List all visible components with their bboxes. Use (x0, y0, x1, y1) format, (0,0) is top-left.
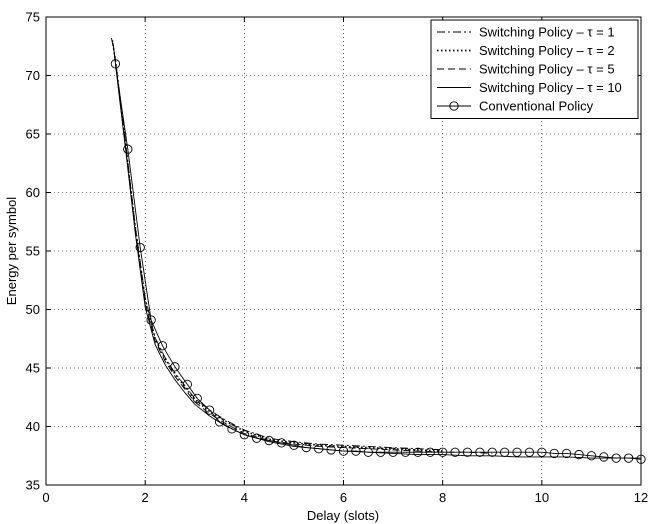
series-marker (301, 442, 311, 453)
series-marker (499, 447, 510, 457)
y-tick-label: 40 (26, 419, 40, 434)
legend-label: Switching Policy – τ = 10 (479, 80, 622, 95)
series-marker (388, 447, 398, 457)
y-axis-label: Energy per symbol (4, 197, 19, 305)
series-marker (264, 435, 274, 446)
series-marker (123, 144, 133, 154)
series-marker (252, 433, 262, 443)
x-tick-label: 12 (634, 490, 648, 505)
series-marker (561, 448, 572, 459)
x-tick-label: 2 (142, 490, 149, 505)
series-marker (438, 447, 448, 457)
series-marker (276, 438, 287, 448)
series-line (111, 38, 443, 451)
x-tick-label: 0 (42, 490, 49, 505)
y-tick-label: 75 (26, 10, 40, 25)
series-marker (487, 447, 497, 457)
x-tick-label: 8 (439, 490, 446, 505)
y-tick-label: 70 (26, 68, 40, 83)
x-tick-label: 6 (340, 490, 347, 505)
series-marker (239, 430, 249, 440)
series-marker (425, 447, 435, 457)
series-marker (450, 447, 460, 457)
series-marker (204, 405, 215, 415)
x-axis-label: Delay (slots) (307, 508, 379, 523)
legend-marker (449, 101, 459, 111)
y-tick-label: 35 (26, 478, 40, 493)
axes: 0 2 4 6 8 10 12 35 40 45 50 55 60 65 70 75 (26, 10, 649, 506)
series-marker (338, 446, 349, 456)
series-marker (157, 341, 168, 351)
series-marker (146, 315, 156, 325)
series-marker (574, 449, 584, 460)
series-marker (524, 447, 535, 457)
y-tick-label: 60 (26, 185, 40, 200)
series-marker (537, 447, 547, 457)
series-marker (376, 447, 386, 457)
series-line (114, 63, 642, 460)
y-tick-label: 50 (26, 302, 40, 317)
series-marker (413, 447, 423, 457)
series-marker (586, 451, 597, 461)
series-marker (110, 59, 121, 69)
series-marker (170, 362, 180, 372)
legend-label: Conventional Policy (479, 99, 594, 114)
series-marker (400, 447, 411, 457)
series-line (112, 45, 641, 459)
legend-label: Switching Policy – τ = 5 (479, 62, 615, 77)
x-tick-label: 10 (535, 490, 549, 505)
x-tick-label: 4 (241, 490, 248, 505)
series-marker (326, 445, 336, 455)
series-marker (314, 444, 324, 454)
series-marker (227, 424, 237, 434)
series-marker (512, 447, 522, 457)
series-marker (182, 379, 192, 390)
series-marker (351, 446, 361, 456)
series-line (112, 42, 493, 454)
y-tick-label: 55 (26, 244, 40, 259)
series-marker (623, 453, 634, 463)
series-marker (462, 447, 473, 457)
series-marker (611, 453, 621, 463)
y-tick-label: 45 (26, 361, 40, 376)
plot-series (110, 38, 646, 464)
legend-label: Switching Policy – τ = 1 (479, 25, 615, 40)
y-tick-label: 65 (26, 127, 40, 142)
series-marker (192, 393, 202, 404)
series-marker (475, 447, 485, 457)
series-marker (135, 242, 145, 253)
series-marker (363, 447, 373, 457)
series-marker (214, 417, 225, 427)
legend: Switching Policy – τ = 1 Switching Policy… (430, 19, 639, 119)
series-marker (599, 452, 609, 462)
legend-label: Switching Policy – τ = 2 (479, 43, 615, 58)
series-marker (549, 448, 559, 459)
series-marker (289, 440, 299, 450)
